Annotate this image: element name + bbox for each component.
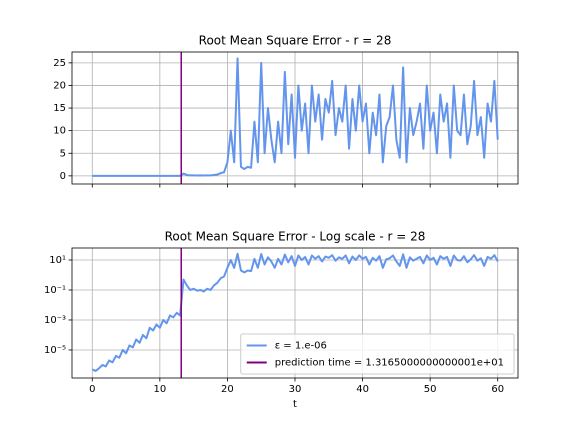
y-tick-label: 0: [60, 171, 66, 182]
x-tick-label: 10: [153, 384, 166, 395]
chart-title: Root Mean Square Error - Log scale - r =…: [165, 230, 426, 244]
data-line: [92, 57, 499, 177]
y-tick-label: 10⁻¹: [44, 285, 66, 296]
axes-frame: [71, 247, 519, 379]
x-axis-label: t: [293, 399, 297, 410]
legend-label: ε = 1.e-06: [275, 341, 327, 352]
x-tick-label: 20: [221, 384, 234, 395]
y-tick-label: 5: [60, 148, 66, 159]
legend-label: prediction time = 1.3165000000000001e+01: [275, 358, 504, 369]
y-tick-label: 10⁻⁵: [44, 345, 66, 356]
legend-frame: [240, 333, 515, 375]
axes-frame: [71, 51, 519, 185]
x-tick-label: 30: [289, 384, 302, 395]
x-tick-label: 40: [356, 384, 369, 395]
y-tick-label: 10¹: [49, 255, 66, 266]
data-line: [91, 252, 499, 372]
y-tick-label: 15: [53, 103, 66, 114]
y-tick-label: 10⁻³: [44, 315, 66, 326]
chart-title: Root Mean Square Error - r = 28: [199, 34, 392, 48]
y-tick-label: 25: [53, 58, 66, 69]
y-tick-label: 20: [53, 80, 66, 91]
x-tick-label: 60: [491, 384, 504, 395]
x-tick-label: 50: [424, 384, 437, 395]
y-tick-label: 10: [53, 126, 66, 137]
legend: ε = 1.e-06 prediction time = 1.3165000000…: [240, 333, 515, 375]
x-tick-label: 0: [89, 384, 95, 395]
